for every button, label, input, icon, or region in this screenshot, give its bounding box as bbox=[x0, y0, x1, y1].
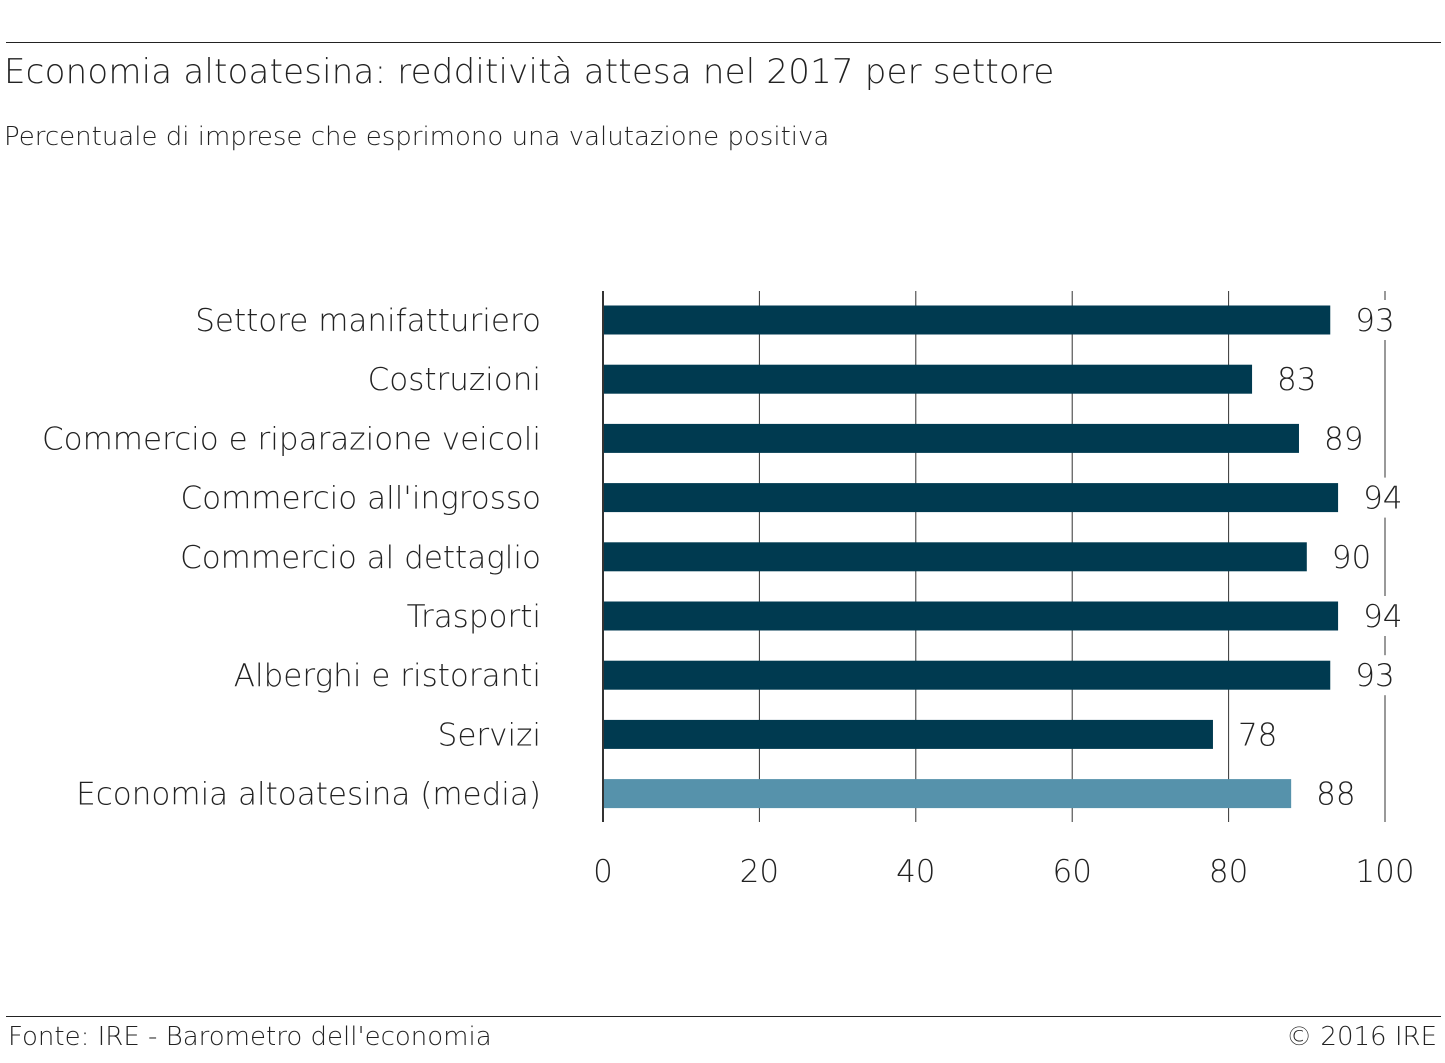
data-label: 93 bbox=[1355, 658, 1394, 694]
data-label-background bbox=[1359, 477, 1410, 518]
category-label: Trasporti bbox=[407, 599, 541, 635]
chart-title: Economia altoatesina: redditività attesa… bbox=[4, 52, 1055, 92]
source-note: Fonte: IRE - Barometro dell'economia bbox=[8, 1022, 492, 1052]
category-label: Servizi bbox=[438, 717, 541, 753]
x-tick-label: 0 bbox=[593, 854, 613, 890]
copyright-note: © 2016 IRE bbox=[1286, 1022, 1437, 1052]
bar bbox=[604, 719, 1213, 749]
bar bbox=[604, 779, 1292, 809]
category-label: Costruzioni bbox=[368, 362, 541, 398]
data-label: 94 bbox=[1363, 481, 1402, 517]
data-label: 78 bbox=[1238, 717, 1277, 753]
x-tick-label: 20 bbox=[740, 854, 779, 890]
x-tick-label: 40 bbox=[896, 854, 935, 890]
chart-subtitle: Percentuale di imprese che esprimono una… bbox=[4, 122, 830, 152]
bar bbox=[604, 601, 1339, 631]
data-label: 89 bbox=[1324, 421, 1363, 457]
bar bbox=[604, 483, 1339, 513]
data-label-background bbox=[1359, 596, 1410, 636]
category-label: Economia altoatesina (media) bbox=[76, 777, 541, 813]
category-label: Commercio al dettaglio bbox=[180, 540, 541, 576]
data-label: 94 bbox=[1363, 599, 1402, 635]
data-label-background bbox=[1351, 300, 1402, 340]
data-label: 93 bbox=[1355, 303, 1394, 339]
data-label-background bbox=[1319, 418, 1370, 459]
bar bbox=[604, 542, 1307, 572]
data-label-background bbox=[1312, 773, 1363, 814]
data-label-background bbox=[1233, 714, 1284, 755]
bottom-rule bbox=[6, 1016, 1441, 1017]
data-label: 83 bbox=[1277, 362, 1316, 398]
bar bbox=[604, 364, 1253, 394]
category-label: Commercio all'ingrosso bbox=[180, 481, 541, 517]
category-label: Alberghi e ristoranti bbox=[234, 658, 541, 694]
x-tick-label: 60 bbox=[1052, 854, 1091, 890]
category-label: Commercio e riparazione veicoli bbox=[42, 421, 541, 457]
category-label: Settore manifatturiero bbox=[195, 303, 541, 339]
data-label: 90 bbox=[1332, 540, 1371, 576]
data-label: 88 bbox=[1316, 777, 1355, 813]
bar bbox=[604, 660, 1331, 690]
bar bbox=[604, 305, 1331, 335]
top-rule bbox=[6, 42, 1441, 43]
data-label-background bbox=[1327, 536, 1378, 577]
data-label-background bbox=[1273, 359, 1324, 400]
x-tick-label: 100 bbox=[1355, 854, 1414, 890]
bar bbox=[604, 423, 1299, 453]
data-label-background bbox=[1351, 655, 1402, 696]
x-tick-label: 80 bbox=[1209, 854, 1248, 890]
